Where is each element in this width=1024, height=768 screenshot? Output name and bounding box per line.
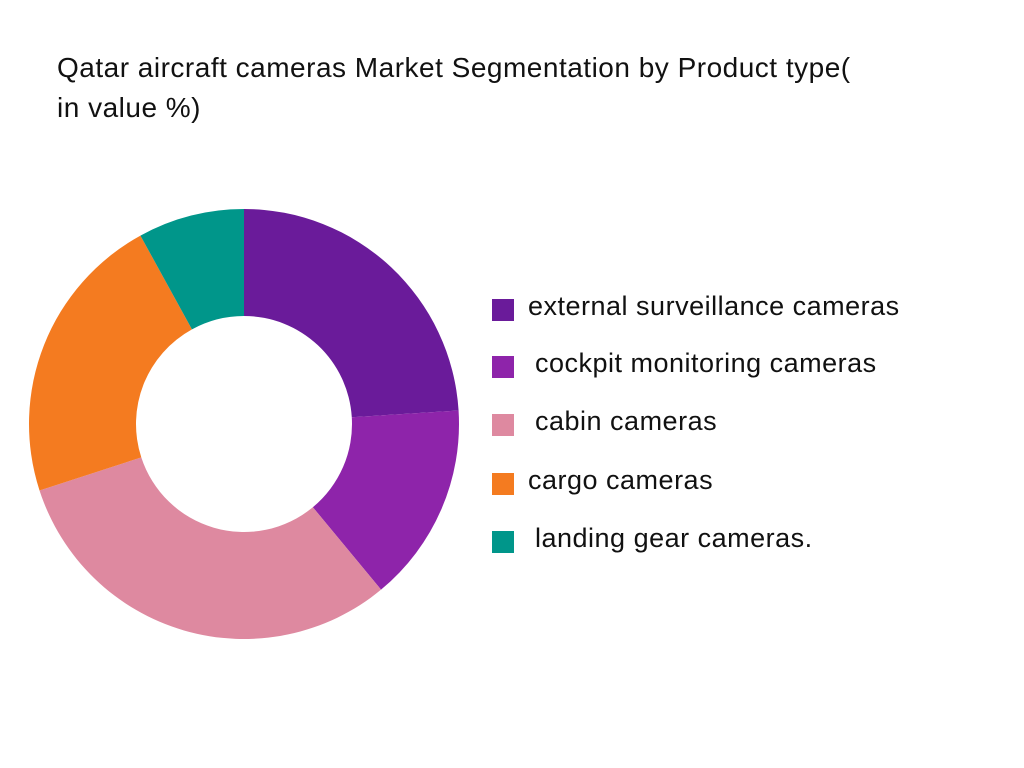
legend-label: landing gear cameras. bbox=[535, 523, 813, 553]
legend-label: cockpit monitoring cameras bbox=[535, 348, 877, 378]
donut-slice bbox=[28, 235, 192, 491]
chart-title: Qatar aircraft cameras Market Segmentati… bbox=[57, 52, 851, 123]
donut-slice bbox=[39, 457, 382, 639]
legend-label: cargo cameras bbox=[528, 465, 713, 495]
donut-slice bbox=[244, 209, 459, 418]
legend-swatch bbox=[492, 531, 514, 553]
legend-swatch bbox=[492, 473, 514, 495]
legend-swatch bbox=[492, 414, 514, 436]
donut-slice bbox=[140, 209, 244, 330]
legend-swatch bbox=[492, 299, 514, 321]
legend-swatch bbox=[492, 356, 514, 378]
donut-slice bbox=[312, 410, 459, 590]
legend-label: external surveillance cameras bbox=[528, 291, 900, 321]
legend-label: cabin cameras bbox=[535, 406, 717, 436]
